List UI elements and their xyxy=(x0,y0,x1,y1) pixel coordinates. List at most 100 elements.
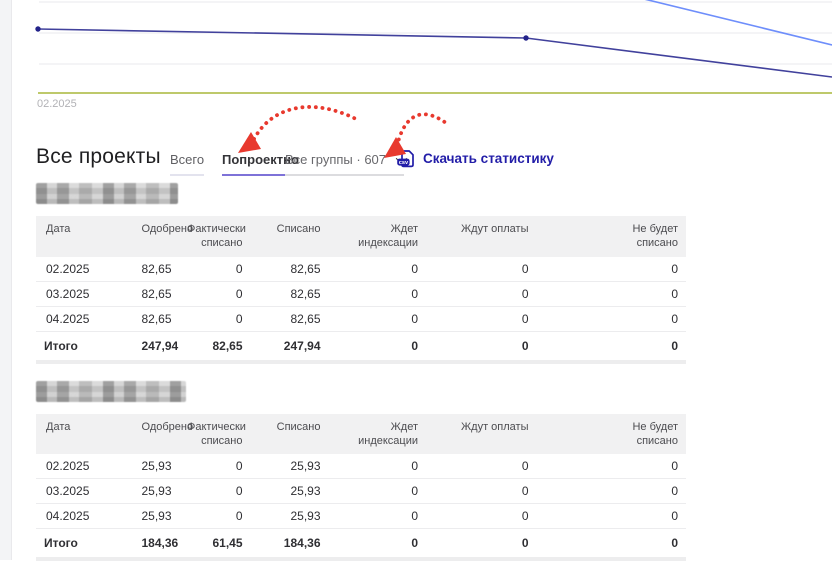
group-filter-label: Все группы · 607 xyxy=(285,152,387,167)
date-cell: 03.2025 xyxy=(36,280,134,307)
chart-light-blue-series xyxy=(644,0,832,46)
chart-data-point-marker xyxy=(523,35,529,41)
project-stats-table-2: Дата Одобрено Фактически списано Списано Жде… xyxy=(36,413,686,558)
column-header: Одобрено xyxy=(133,413,193,455)
value-cell: 25,93 xyxy=(290,459,321,474)
value-cell: 0 xyxy=(179,305,251,332)
chart-x-axis-label: 02.2025 xyxy=(37,98,77,110)
value-cell: 0 xyxy=(521,459,529,474)
table-row: 02.2025 82,65 0 82,65 0 0 0 xyxy=(36,257,686,282)
csv-icon-text: csv xyxy=(399,160,409,166)
value-cell: 0 xyxy=(426,478,537,504)
table-row: 04.2025 25,93 0 25,93 0 0 0 xyxy=(36,503,686,529)
value-cell: 0 xyxy=(235,261,243,276)
value-cell: 0 xyxy=(426,305,537,332)
column-header: Фактически списано xyxy=(179,216,251,257)
total-value-cell: 184,36 xyxy=(133,528,179,558)
value-cell: 0 xyxy=(671,459,678,474)
total-value-cell: 0 xyxy=(536,330,686,360)
value-cell: 0 xyxy=(179,478,251,504)
column-header: Ждет индексации xyxy=(328,216,426,257)
value-cell: 0 xyxy=(426,280,537,307)
column-header: Списано xyxy=(250,413,329,455)
total-label-cell: Итого xyxy=(36,330,134,360)
value-cell: 25,93 xyxy=(141,459,172,474)
table-row: 04.2025 82,65 0 82,65 0 0 0 xyxy=(36,305,686,332)
column-header: Дата xyxy=(36,216,134,257)
column-header: Одобрено xyxy=(133,216,193,257)
value-cell: 0 xyxy=(328,478,426,504)
date-cell: 02.2025 xyxy=(46,261,90,276)
value-cell: 0 xyxy=(411,459,418,474)
value-cell: 0 xyxy=(235,459,243,474)
value-cell: 25,93 xyxy=(250,503,329,529)
total-value-cell: 0 xyxy=(536,528,686,558)
total-label-cell: Итого xyxy=(36,528,134,558)
controls-row: Все проекты Всего Попроектно Все группы … xyxy=(0,0,832,180)
table-header-row: Дата Одобрено Фактически списано Списано Жде… xyxy=(36,216,686,257)
value-cell: 0 xyxy=(426,503,537,529)
column-header: Фактически списано xyxy=(179,413,251,455)
table-bottom-bar xyxy=(36,359,686,364)
value-cell: 0 xyxy=(328,305,426,332)
table-row: 03.2025 82,65 0 82,65 0 0 0 xyxy=(36,280,686,307)
total-value-cell: 184,36 xyxy=(250,528,329,558)
project-name-redacted-1 xyxy=(36,183,178,204)
table-total-row: Итого 247,94 82,65 247,94 0 0 0 xyxy=(36,330,686,360)
table-row: 02.2025 25,93 0 25,93 0 0 0 xyxy=(36,454,686,479)
value-cell: 82,65 xyxy=(250,305,329,332)
page-title: Все проекты xyxy=(36,145,161,168)
value-cell: 82,65 xyxy=(141,261,172,276)
value-cell: 0 xyxy=(328,280,426,307)
csv-file-icon: csv xyxy=(397,150,414,168)
value-cell: 0 xyxy=(536,305,686,332)
column-header: Ждет индексации xyxy=(328,413,426,455)
total-value-cell: 247,94 xyxy=(133,330,179,360)
value-cell: 25,93 xyxy=(133,478,179,504)
total-value-cell: 82,65 xyxy=(179,330,251,360)
tab-total[interactable]: Всего xyxy=(170,152,205,176)
value-cell: 25,93 xyxy=(133,503,179,529)
table-row: 03.2025 25,93 0 25,93 0 0 0 xyxy=(36,478,686,504)
column-header: Ждут оплаты xyxy=(426,413,537,455)
line-chart xyxy=(35,0,832,94)
table-header-row: Дата Одобрено Фактически списано Списано Жде… xyxy=(36,413,686,455)
column-header: Ждут оплаты xyxy=(426,216,537,257)
value-cell: 0 xyxy=(671,261,678,276)
date-cell: 04.2025 xyxy=(36,305,134,332)
page-left-gutter xyxy=(0,0,12,560)
projects-list: Дата Одобрено Фактически списано Списано Жде… xyxy=(36,183,686,561)
column-header: Дата xyxy=(36,413,134,455)
value-cell: 82,65 xyxy=(133,305,179,332)
total-value-cell: 0 xyxy=(328,330,426,360)
value-cell: 0 xyxy=(179,280,251,307)
total-value-cell: 0 xyxy=(328,528,426,558)
total-value-cell: 0 xyxy=(426,330,537,360)
download-csv-link[interactable]: csv Скачать статистику xyxy=(396,148,554,169)
tab-by-project[interactable]: Попроектно xyxy=(222,152,299,176)
total-value-cell: 247,94 xyxy=(250,330,329,360)
value-cell: 0 xyxy=(179,503,251,529)
total-value-cell: 61,45 xyxy=(179,528,251,558)
value-cell: 0 xyxy=(536,280,686,307)
value-cell: 0 xyxy=(536,503,686,529)
value-cell: 0 xyxy=(521,261,529,276)
project-name-redacted-2 xyxy=(36,380,186,402)
download-csv-label: Скачать статистику xyxy=(423,151,554,166)
value-cell: 0 xyxy=(536,478,686,504)
value-cell: 82,65 xyxy=(290,261,321,276)
column-header: Списано xyxy=(250,216,329,257)
column-header: Не будет списано xyxy=(536,216,686,257)
value-cell: 82,65 xyxy=(133,280,179,307)
value-cell: 0 xyxy=(328,503,426,529)
chart-data-point-marker xyxy=(35,26,41,32)
date-cell: 03.2025 xyxy=(36,478,134,504)
date-cell: 04.2025 xyxy=(36,503,134,529)
table-bottom-bar xyxy=(36,557,686,561)
value-cell: 82,65 xyxy=(250,280,329,307)
column-header: Не будет списано xyxy=(536,413,686,455)
group-filter-dropdown[interactable]: Все группы · 607 xyxy=(285,152,408,176)
project-stats-table-1: Дата Одобрено Фактически списано Списано Жде… xyxy=(36,216,686,360)
date-cell: 02.2025 xyxy=(46,459,90,474)
table-total-row: Итого 184,36 61,45 184,36 0 0 0 xyxy=(36,528,686,558)
